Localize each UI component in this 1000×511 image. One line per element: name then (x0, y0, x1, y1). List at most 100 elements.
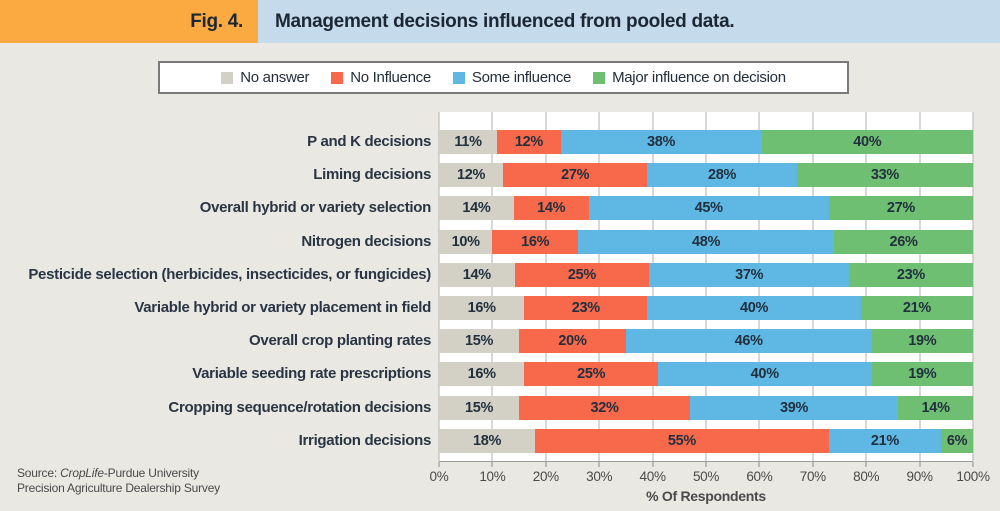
bar-segment-major-influence-on-decision: 40% (761, 130, 973, 154)
gridline (972, 112, 974, 461)
bar-value-label: 27% (886, 200, 915, 217)
legend-swatch-major-influence-on-decision (593, 71, 606, 84)
bar-value-label: 25% (567, 266, 596, 283)
figure-title-band: Management decisions influenced from poo… (258, 0, 1000, 43)
source-note: Source: CropLife-Purdue University Preci… (17, 466, 220, 496)
axis-tick-label: 20% (532, 469, 559, 484)
axis-tick-label: 10% (479, 469, 506, 484)
bar-segment-some-influence: 38% (560, 130, 762, 154)
figure-number: Fig. 4. (190, 10, 243, 32)
bar-row: 14% 25% 37% 23% (439, 262, 973, 287)
bar-value-label: 16% (467, 366, 496, 383)
axis-tick-label: 70% (799, 469, 826, 484)
axis-tick (758, 462, 760, 467)
bar-segment-major-influence-on-decision: 27% (828, 196, 974, 221)
bar-segment-no-influence: 27% (503, 163, 648, 188)
axis-tick (705, 462, 707, 467)
source-suffix: -Purdue University (103, 466, 199, 480)
category-label: Irrigation decisions (298, 431, 432, 449)
bar-segment-no-answer: 14% (439, 262, 515, 287)
bar-row: 15% 32% 39% 14% (439, 395, 973, 420)
bar-segment-some-influence: 40% (657, 362, 872, 387)
axis-tick-label: 80% (853, 469, 880, 484)
axis-tick (598, 462, 600, 467)
bar-segment-no-answer: 12% (439, 163, 504, 188)
source-prefix: Source: (17, 466, 61, 480)
bar-segment-major-influence-on-decision: 19% (871, 362, 973, 387)
bar-row: 14% 14% 45% 27% (439, 196, 974, 221)
bar-segment-major-influence-on-decision: 23% (848, 262, 973, 287)
bar-segment-no-influence: 32% (519, 395, 690, 420)
bar-value-label: 16% (467, 300, 496, 316)
bar-value-label: 15% (464, 333, 494, 350)
bar-segment-no-influence: 16% (492, 229, 578, 254)
bar-row: 11% 12% 38% 40% (439, 130, 973, 154)
bar-value-label: 12% (514, 134, 543, 150)
bar-segment-no-influence: 20% (519, 329, 626, 354)
legend-item-no-answer: No answer (221, 69, 310, 86)
bar-row: 18% 55% 21% 6% (439, 428, 974, 453)
bar-row: 15% 20% 46% 19% (439, 329, 973, 354)
x-axis-ticks (438, 462, 974, 468)
bar-value-label: 20% (558, 333, 587, 350)
legend-label: No answer (240, 69, 310, 86)
bar-value-label: 10% (451, 233, 480, 250)
bar-value-label: 28% (707, 167, 737, 184)
bar-value-label: 11% (454, 134, 482, 150)
bar-value-label: 6% (946, 432, 968, 449)
x-axis-tick-labels: 0% 10% 20% 30% 40% 50% 60% 70% 80% 90% 100% (430, 469, 990, 485)
plot-area: 11% 12% 38% 40% 12% 27% 28% 33% 14% 14% 45% 27% 10% 1… (438, 112, 974, 462)
source-publication: CropLife (60, 466, 104, 480)
bar-segment-some-influence: 28% (647, 163, 797, 188)
legend-item-major-influence-on-decision: Major influence on decision (593, 69, 786, 86)
bar-segment-some-influence: 37% (649, 262, 849, 287)
bar-segment-major-influence-on-decision: 26% (834, 229, 973, 254)
bar-value-label: 40% (853, 134, 882, 150)
axis-tick (652, 462, 654, 467)
category-label: Overall hybrid or variety selection (199, 199, 432, 217)
axis-tick-label: 60% (746, 469, 773, 484)
bar-value-label: 33% (870, 167, 899, 184)
bar-segment-no-influence: 55% (535, 428, 829, 453)
bar-segment-no-influence: 14% (513, 196, 589, 221)
axis-tick (865, 462, 867, 467)
category-label: Pesticide selection (herbicides, insecti… (28, 265, 431, 283)
bar-segment-no-answer: 10% (439, 229, 493, 254)
bar-segment-no-answer: 14% (439, 196, 514, 221)
category-label: P and K decisions (307, 133, 431, 150)
axis-tick (438, 462, 440, 467)
bar-value-label: 16% (521, 233, 550, 250)
bar-value-label: 15% (464, 399, 494, 416)
category-label: Variable hybrid or variety placement in … (134, 299, 431, 316)
bar-value-label: 19% (908, 366, 937, 383)
bar-segment-some-influence: 21% (828, 428, 941, 453)
bar-value-label: 40% (739, 300, 769, 316)
bar-segment-no-answer: 18% (439, 428, 536, 453)
legend-swatch-some-influence (452, 71, 465, 84)
legend-label: Some influence (471, 69, 572, 86)
bar-value-label: 19% (908, 333, 937, 350)
bar-segment-no-influence: 25% (524, 362, 658, 387)
category-label: Liming decisions (313, 166, 431, 184)
legend: No answer No Influence Some influence Major… (158, 61, 849, 94)
bar-segment-some-influence: 40% (647, 296, 861, 320)
legend-swatch-no-answer (221, 71, 234, 84)
category-label: Nitrogen decisions (301, 232, 431, 250)
source-line-1: Source: CropLife-Purdue University (17, 466, 220, 481)
x-axis-title: % Of Respondents (646, 488, 766, 504)
legend-item-some-influence: Some influence (452, 69, 572, 86)
figure-header: Fig. 4. Management decisions influenced … (0, 0, 1000, 43)
bar-segment-no-influence: 25% (514, 262, 650, 287)
bar-segment-some-influence: 39% (689, 395, 899, 420)
bar-segment-major-influence-on-decision: 21% (860, 296, 973, 320)
legend-label: No Influence (350, 69, 431, 86)
bar-row: 16% 23% 40% 21% (439, 296, 973, 320)
category-label: Overall crop planting rates (249, 332, 431, 350)
bar-row: 12% 27% 28% 33% (439, 163, 973, 188)
bar-value-label: 23% (571, 300, 600, 316)
figure-title: Management decisions influenced from poo… (275, 10, 735, 32)
bar-value-label: 39% (780, 399, 809, 416)
category-label: Variable seeding rate prescriptions (192, 365, 431, 383)
legend-label: Major influence on decision (612, 69, 786, 86)
